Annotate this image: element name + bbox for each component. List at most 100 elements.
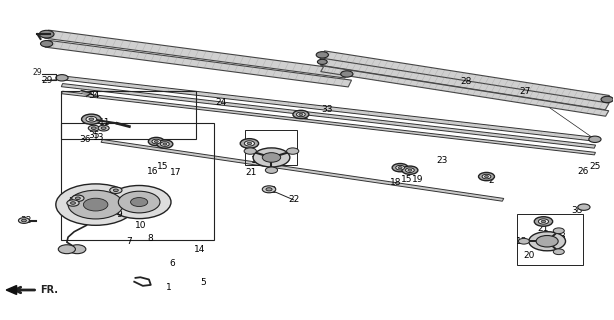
Circle shape bbox=[262, 153, 281, 162]
Circle shape bbox=[68, 190, 123, 219]
Circle shape bbox=[482, 174, 491, 179]
Text: 30: 30 bbox=[78, 203, 90, 212]
Circle shape bbox=[529, 232, 565, 251]
Circle shape bbox=[98, 125, 109, 131]
Circle shape bbox=[84, 198, 108, 211]
Bar bbox=[516, 214, 583, 265]
Circle shape bbox=[553, 249, 564, 255]
Circle shape bbox=[518, 238, 529, 244]
Circle shape bbox=[405, 168, 414, 172]
Circle shape bbox=[101, 127, 106, 129]
Circle shape bbox=[484, 176, 489, 178]
Text: 33: 33 bbox=[321, 105, 332, 114]
Circle shape bbox=[601, 96, 613, 103]
Polygon shape bbox=[80, 91, 91, 96]
Circle shape bbox=[163, 143, 167, 145]
Circle shape bbox=[244, 141, 254, 146]
Text: 19: 19 bbox=[411, 175, 423, 184]
Circle shape bbox=[536, 236, 558, 247]
Polygon shape bbox=[320, 51, 610, 103]
Circle shape bbox=[244, 148, 257, 154]
Circle shape bbox=[82, 114, 101, 124]
Circle shape bbox=[114, 189, 119, 192]
Circle shape bbox=[41, 41, 53, 47]
Circle shape bbox=[253, 148, 290, 167]
Text: 23: 23 bbox=[436, 156, 448, 164]
Circle shape bbox=[316, 52, 328, 58]
Circle shape bbox=[91, 127, 96, 129]
Polygon shape bbox=[321, 66, 608, 116]
Circle shape bbox=[18, 218, 29, 223]
Circle shape bbox=[58, 245, 76, 254]
Bar bbox=[244, 130, 297, 165]
Text: 34: 34 bbox=[89, 91, 100, 100]
Circle shape bbox=[21, 219, 26, 222]
Text: 36: 36 bbox=[79, 135, 90, 144]
Circle shape bbox=[157, 140, 173, 148]
Text: 32: 32 bbox=[21, 216, 32, 225]
Text: FR.: FR. bbox=[41, 285, 58, 295]
Text: 21: 21 bbox=[538, 224, 549, 233]
Text: 15: 15 bbox=[401, 175, 413, 184]
Circle shape bbox=[88, 125, 99, 131]
Text: 5: 5 bbox=[200, 278, 206, 287]
Circle shape bbox=[553, 228, 564, 234]
Circle shape bbox=[266, 188, 272, 191]
Circle shape bbox=[152, 139, 161, 144]
Text: 17: 17 bbox=[169, 168, 181, 177]
Circle shape bbox=[534, 217, 553, 226]
Text: 11: 11 bbox=[99, 118, 111, 127]
Circle shape bbox=[71, 202, 76, 204]
Polygon shape bbox=[61, 76, 596, 141]
Text: 21: 21 bbox=[245, 168, 256, 177]
Circle shape bbox=[240, 139, 258, 148]
Circle shape bbox=[538, 219, 548, 224]
Polygon shape bbox=[61, 91, 596, 155]
Text: 12: 12 bbox=[266, 186, 278, 195]
Circle shape bbox=[69, 245, 86, 254]
Circle shape bbox=[293, 110, 309, 119]
Circle shape bbox=[86, 116, 97, 122]
Text: 15: 15 bbox=[157, 162, 168, 171]
Text: 13: 13 bbox=[93, 132, 104, 141]
Circle shape bbox=[160, 142, 169, 146]
Circle shape bbox=[154, 140, 158, 142]
Polygon shape bbox=[45, 30, 349, 78]
Text: 33: 33 bbox=[571, 206, 582, 215]
Text: 13: 13 bbox=[516, 237, 528, 246]
Text: 22: 22 bbox=[288, 195, 299, 204]
Circle shape bbox=[265, 167, 278, 173]
Circle shape bbox=[297, 112, 305, 117]
Circle shape bbox=[402, 166, 418, 174]
Circle shape bbox=[56, 184, 136, 225]
Text: 7: 7 bbox=[126, 237, 132, 246]
Text: 13: 13 bbox=[251, 156, 263, 165]
Circle shape bbox=[76, 197, 80, 199]
Text: 2: 2 bbox=[302, 113, 308, 122]
Text: 27: 27 bbox=[519, 87, 530, 96]
Polygon shape bbox=[101, 140, 503, 201]
Text: 4: 4 bbox=[278, 152, 284, 161]
Circle shape bbox=[478, 172, 494, 181]
Circle shape bbox=[107, 186, 171, 219]
Text: 1: 1 bbox=[166, 283, 172, 292]
Text: 35: 35 bbox=[88, 131, 100, 140]
Circle shape bbox=[149, 137, 165, 146]
Polygon shape bbox=[6, 285, 17, 294]
Text: 16: 16 bbox=[147, 167, 158, 176]
Text: 8: 8 bbox=[147, 234, 153, 243]
Circle shape bbox=[110, 187, 122, 194]
Circle shape bbox=[408, 169, 412, 171]
Circle shape bbox=[131, 197, 148, 206]
Circle shape bbox=[287, 148, 299, 154]
Text: 26: 26 bbox=[577, 167, 588, 176]
Circle shape bbox=[398, 167, 402, 169]
Circle shape bbox=[589, 136, 601, 142]
Circle shape bbox=[392, 164, 408, 172]
Text: 9: 9 bbox=[116, 210, 122, 219]
Text: 28: 28 bbox=[460, 77, 472, 86]
Circle shape bbox=[396, 165, 405, 170]
Bar bbox=[61, 92, 195, 139]
Text: 2: 2 bbox=[488, 176, 494, 185]
Text: 29: 29 bbox=[42, 76, 53, 85]
